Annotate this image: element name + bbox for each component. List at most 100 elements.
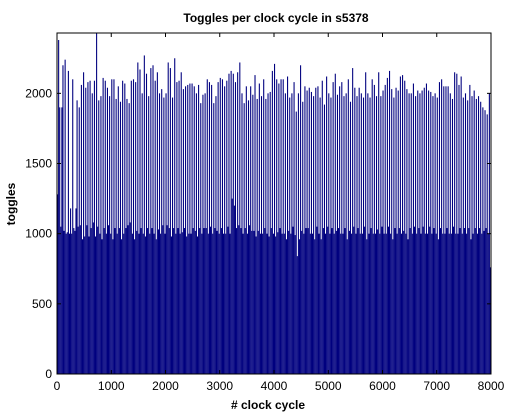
bar — [91, 93, 93, 374]
bar — [462, 97, 464, 375]
bar — [139, 69, 141, 375]
bar — [483, 230, 485, 374]
bar — [435, 233, 437, 374]
bar — [218, 233, 220, 374]
bar — [425, 83, 427, 375]
bar — [321, 80, 323, 375]
x-tick-label: 8000 — [478, 379, 505, 393]
bar — [153, 233, 155, 374]
bar — [335, 230, 337, 374]
bar — [112, 239, 114, 374]
bar — [83, 72, 85, 374]
bar — [429, 226, 431, 374]
bar — [243, 103, 245, 374]
bar — [62, 65, 64, 374]
bar — [61, 107, 63, 375]
bar — [179, 233, 181, 374]
bar — [228, 73, 230, 374]
bar — [474, 228, 476, 374]
bar — [288, 230, 290, 374]
bar — [408, 93, 410, 374]
bar — [391, 89, 393, 374]
bar — [436, 97, 438, 375]
bar — [331, 228, 333, 374]
bar — [180, 72, 182, 374]
bar — [97, 226, 99, 374]
bar — [294, 235, 296, 374]
x-tick-label: 3000 — [206, 379, 233, 393]
bar — [272, 233, 274, 374]
bar — [404, 80, 406, 375]
bar — [486, 114, 488, 374]
bar — [113, 79, 115, 374]
bar — [198, 84, 200, 375]
bar — [119, 101, 122, 374]
bar — [111, 79, 113, 374]
bar — [453, 226, 455, 374]
bar — [489, 267, 491, 374]
bar — [339, 86, 341, 374]
x-tick-label: 0 — [54, 379, 61, 393]
bar — [196, 236, 199, 374]
bar — [315, 87, 317, 374]
bar — [260, 96, 263, 375]
bar — [236, 228, 238, 374]
bar — [262, 233, 264, 374]
x-tick-label: 7000 — [423, 379, 450, 393]
bar — [297, 93, 299, 374]
bar — [336, 94, 339, 375]
bar — [416, 233, 418, 374]
bar — [298, 239, 301, 374]
bar — [333, 233, 335, 374]
bar — [281, 233, 283, 374]
bar — [104, 80, 106, 375]
bar — [319, 97, 321, 375]
bar — [238, 225, 240, 374]
bar — [259, 233, 261, 374]
bar — [348, 230, 350, 374]
bar — [223, 233, 225, 374]
bar — [100, 96, 102, 375]
bar — [249, 225, 251, 374]
bar — [432, 96, 434, 375]
bar — [303, 233, 305, 374]
bar — [370, 228, 372, 374]
bar — [422, 226, 424, 374]
bar — [106, 87, 108, 374]
bar — [314, 239, 316, 374]
bar — [209, 226, 212, 374]
bar — [371, 79, 373, 374]
bar — [358, 87, 360, 374]
bar — [279, 228, 281, 374]
bar — [84, 236, 86, 374]
bar — [241, 93, 243, 374]
bar — [244, 228, 246, 374]
bar — [470, 239, 472, 374]
bar — [124, 83, 126, 375]
bar — [233, 205, 235, 374]
bar — [445, 86, 447, 374]
bar — [177, 228, 179, 374]
bar — [367, 93, 369, 374]
bar — [360, 93, 362, 374]
bar — [308, 87, 310, 374]
bar — [217, 82, 219, 375]
bar — [344, 228, 346, 374]
bar — [149, 233, 151, 374]
bar — [365, 72, 367, 374]
bar — [473, 90, 475, 374]
bar — [434, 93, 436, 374]
bar — [85, 87, 87, 374]
bar — [381, 226, 383, 374]
bar — [347, 79, 349, 374]
bar — [137, 62, 139, 374]
bar — [136, 230, 138, 374]
bar — [219, 77, 221, 374]
bar — [176, 82, 178, 375]
bar — [154, 80, 156, 375]
bar — [57, 194, 59, 374]
bar — [110, 233, 112, 374]
bar — [172, 97, 174, 375]
bar — [278, 83, 280, 375]
